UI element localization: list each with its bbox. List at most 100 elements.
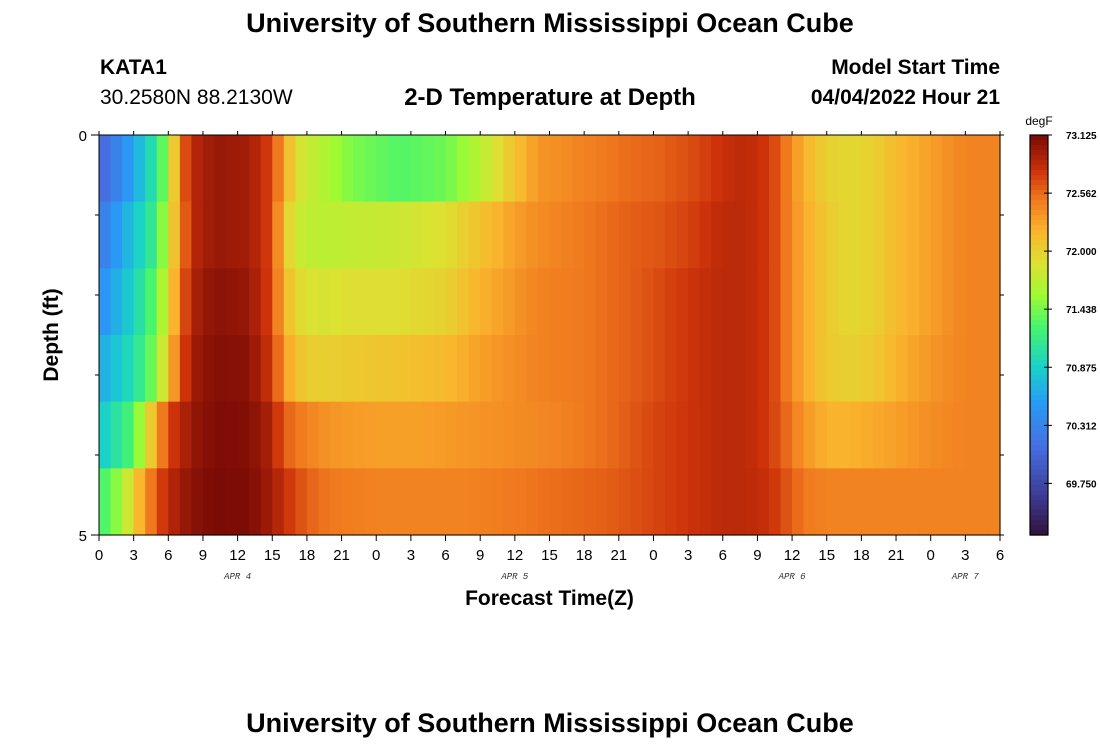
heatmap-cell xyxy=(757,401,770,469)
heatmap-cell xyxy=(630,268,643,336)
heatmap-cell xyxy=(849,268,862,336)
heatmap-cell xyxy=(896,201,909,269)
heatmap-cell xyxy=(99,135,112,203)
heatmap-cell xyxy=(722,135,735,203)
heatmap-cell xyxy=(872,135,886,203)
heatmap-cell xyxy=(653,335,666,403)
heatmap-cell xyxy=(353,468,366,536)
heatmap-cell xyxy=(376,135,389,203)
colorbar-segment xyxy=(1030,410,1048,416)
heatmap-cell xyxy=(399,468,412,536)
heatmap-cell xyxy=(688,335,701,403)
heatmap-cell xyxy=(734,201,747,269)
colorbar-segment xyxy=(1030,275,1048,281)
heatmap-cell xyxy=(907,201,920,269)
heatmap-cell xyxy=(988,401,1001,469)
colorbar-segment xyxy=(1030,270,1048,276)
colorbar-segment xyxy=(1030,235,1048,241)
heatmap-cell xyxy=(422,335,435,403)
heatmap-cell xyxy=(942,135,955,203)
heatmap-cell xyxy=(537,401,551,469)
heatmap-cell xyxy=(745,201,759,269)
heatmap-cell xyxy=(792,268,805,336)
heatmap-cell xyxy=(607,135,620,203)
heatmap-cell xyxy=(364,468,377,536)
heatmap-cell xyxy=(480,468,493,536)
heatmap-cell xyxy=(133,201,146,269)
heatmap-cell xyxy=(757,135,770,203)
x-tick-label: 18 xyxy=(576,547,593,564)
heatmap-cell xyxy=(537,201,551,269)
heatmap-cell xyxy=(584,468,597,536)
heatmap-cell xyxy=(861,268,874,336)
heatmap-cell xyxy=(826,335,839,403)
heatmap-cell xyxy=(295,135,308,203)
day-label: APR 4 xyxy=(223,572,251,582)
colorbar-tick-label: 70.875 xyxy=(1066,363,1097,374)
heatmap-cell xyxy=(514,335,527,403)
heatmap-cell xyxy=(953,468,966,536)
heatmap-cell xyxy=(537,335,551,403)
heatmap-cell xyxy=(503,135,516,203)
heatmap-cell xyxy=(699,468,712,536)
heatmap-cell xyxy=(260,268,273,336)
heatmap-cell xyxy=(145,335,158,403)
heatmap-cell xyxy=(676,135,689,203)
heatmap-cell xyxy=(353,335,366,403)
x-tick-label: 12 xyxy=(507,547,524,564)
x-tick-label: 9 xyxy=(753,547,761,564)
heatmap-cell xyxy=(641,201,655,269)
heatmap-cell xyxy=(665,135,678,203)
heatmap-cell xyxy=(110,268,123,336)
heatmap-cell xyxy=(468,135,481,203)
heatmap-cell xyxy=(561,135,574,203)
y-tick-label: 0 xyxy=(79,128,87,145)
heatmap-cell xyxy=(653,135,666,203)
heatmap-cell xyxy=(838,135,851,203)
x-tick-label: 18 xyxy=(299,547,316,564)
colorbar-segment xyxy=(1030,200,1048,206)
heatmap-cell xyxy=(907,268,920,336)
colorbar-segment xyxy=(1030,180,1048,186)
x-tick-label: 15 xyxy=(541,547,558,564)
heatmap-cell xyxy=(306,468,320,536)
heatmap-cell xyxy=(422,401,435,469)
heatmap-cell xyxy=(353,268,366,336)
heatmap-cell xyxy=(226,268,239,336)
heatmap-cell xyxy=(688,468,701,536)
heatmap-cell xyxy=(745,335,759,403)
heatmap-cell xyxy=(122,268,135,336)
heatmap-cell xyxy=(249,135,262,203)
heatmap-cell xyxy=(953,401,966,469)
heatmap-cell xyxy=(768,268,782,336)
heatmap-cell xyxy=(872,468,886,536)
colorbar-segment xyxy=(1030,420,1048,426)
heatmap-cell xyxy=(179,335,193,403)
heatmap-cell xyxy=(260,401,273,469)
heatmap-cell xyxy=(653,468,666,536)
colorbar-frame xyxy=(1029,134,1049,536)
colorbar-segment xyxy=(1030,520,1048,526)
heatmap-cell xyxy=(976,401,990,469)
heatmap-cell xyxy=(99,335,112,403)
heatmap-cell xyxy=(491,335,504,403)
heatmap-cell xyxy=(676,401,689,469)
heatmap-cell xyxy=(202,135,216,203)
heatmap-cell xyxy=(457,335,470,403)
heatmap-cell xyxy=(364,135,377,203)
colorbar-tick-label: 71.438 xyxy=(1066,305,1097,316)
colorbar-segment xyxy=(1030,315,1048,321)
colorbar-segment xyxy=(1030,300,1048,306)
heatmap-cell xyxy=(422,268,435,336)
heatmap-cell xyxy=(364,401,377,469)
heatmap-cell xyxy=(768,201,782,269)
colorbar-segment xyxy=(1030,145,1048,151)
heatmap-cell xyxy=(884,268,897,336)
heatmap-cell xyxy=(665,335,678,403)
heatmap-cell xyxy=(318,201,331,269)
heatmap-cell xyxy=(422,201,435,269)
heatmap-cell xyxy=(237,201,250,269)
heatmap-cell xyxy=(688,401,701,469)
heatmap-cell xyxy=(491,401,504,469)
heatmap-cell xyxy=(191,268,204,336)
